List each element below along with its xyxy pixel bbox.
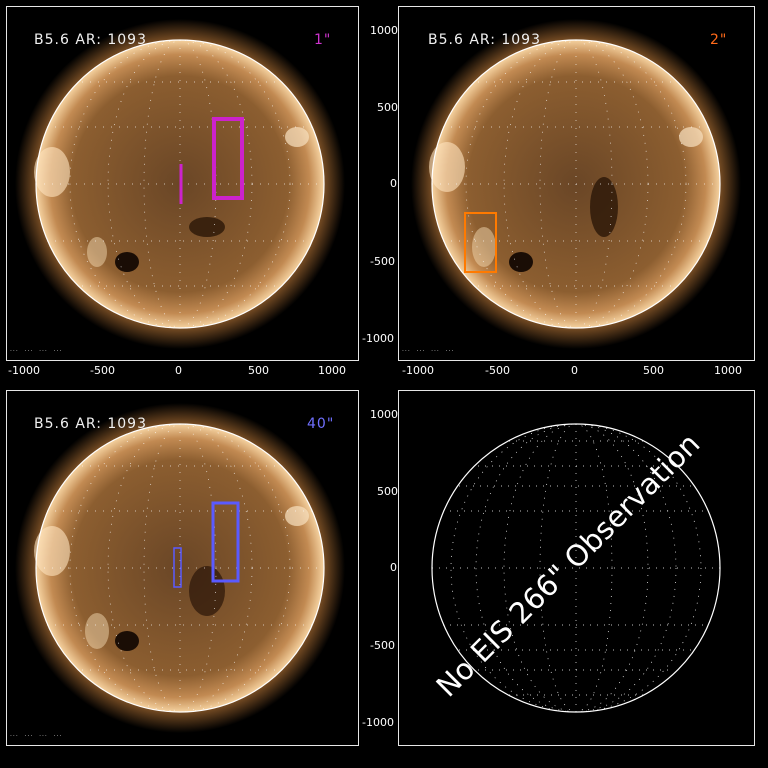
- x-tick: 1000: [714, 364, 742, 377]
- x-tick: 1000: [318, 364, 346, 377]
- y-tick: 500: [377, 101, 398, 114]
- solar-panel-3: B5.6 AR: 1093 40" ... ... ... ...: [6, 390, 359, 746]
- solar-panel-4-empty: [398, 390, 755, 746]
- resolution-label: 1": [314, 32, 332, 48]
- y-tick: -1000: [362, 716, 394, 729]
- footer-text: ... ... ... ...: [10, 731, 63, 738]
- solar-panel-1: B5.6 AR: 1093 1" ... ... ... ...: [6, 6, 359, 361]
- y-tick: -500: [370, 255, 395, 268]
- roi-box-large: [212, 117, 244, 200]
- sun-image: [15, 403, 345, 733]
- resolution-label: 40": [307, 416, 335, 432]
- x-tick: -1000: [8, 364, 40, 377]
- observation-label: B5.6 AR: 1093: [34, 32, 147, 48]
- x-tick: -500: [485, 364, 510, 377]
- footer-text: ... ... ... ...: [10, 346, 63, 353]
- x-tick: 500: [643, 364, 664, 377]
- y-tick: 0: [390, 177, 397, 190]
- observation-label: B5.6 AR: 1093: [428, 32, 541, 48]
- roi-box-large: [211, 501, 240, 583]
- y-tick: 500: [377, 485, 398, 498]
- x-tick: 0: [175, 364, 182, 377]
- limb-grid: [431, 423, 721, 713]
- roi-box: [464, 212, 497, 273]
- sun-image: [15, 19, 345, 349]
- footer-text: ... ... ... ...: [402, 346, 455, 353]
- sun-image: [411, 19, 741, 349]
- x-tick: -1000: [402, 364, 434, 377]
- y-tick: -1000: [362, 332, 394, 345]
- observation-label: B5.6 AR: 1093: [34, 416, 147, 432]
- x-tick: 0: [571, 364, 578, 377]
- roi-box-small: [173, 547, 182, 588]
- resolution-label: 2": [710, 32, 728, 48]
- x-tick: -500: [90, 364, 115, 377]
- y-tick: 1000: [370, 408, 398, 421]
- solar-panel-2: B5.6 AR: 1093 2" ... ... ... ...: [398, 6, 755, 361]
- y-tick: 0: [390, 561, 397, 574]
- y-tick: 1000: [370, 24, 398, 37]
- y-tick: -500: [370, 639, 395, 652]
- x-tick: 500: [248, 364, 269, 377]
